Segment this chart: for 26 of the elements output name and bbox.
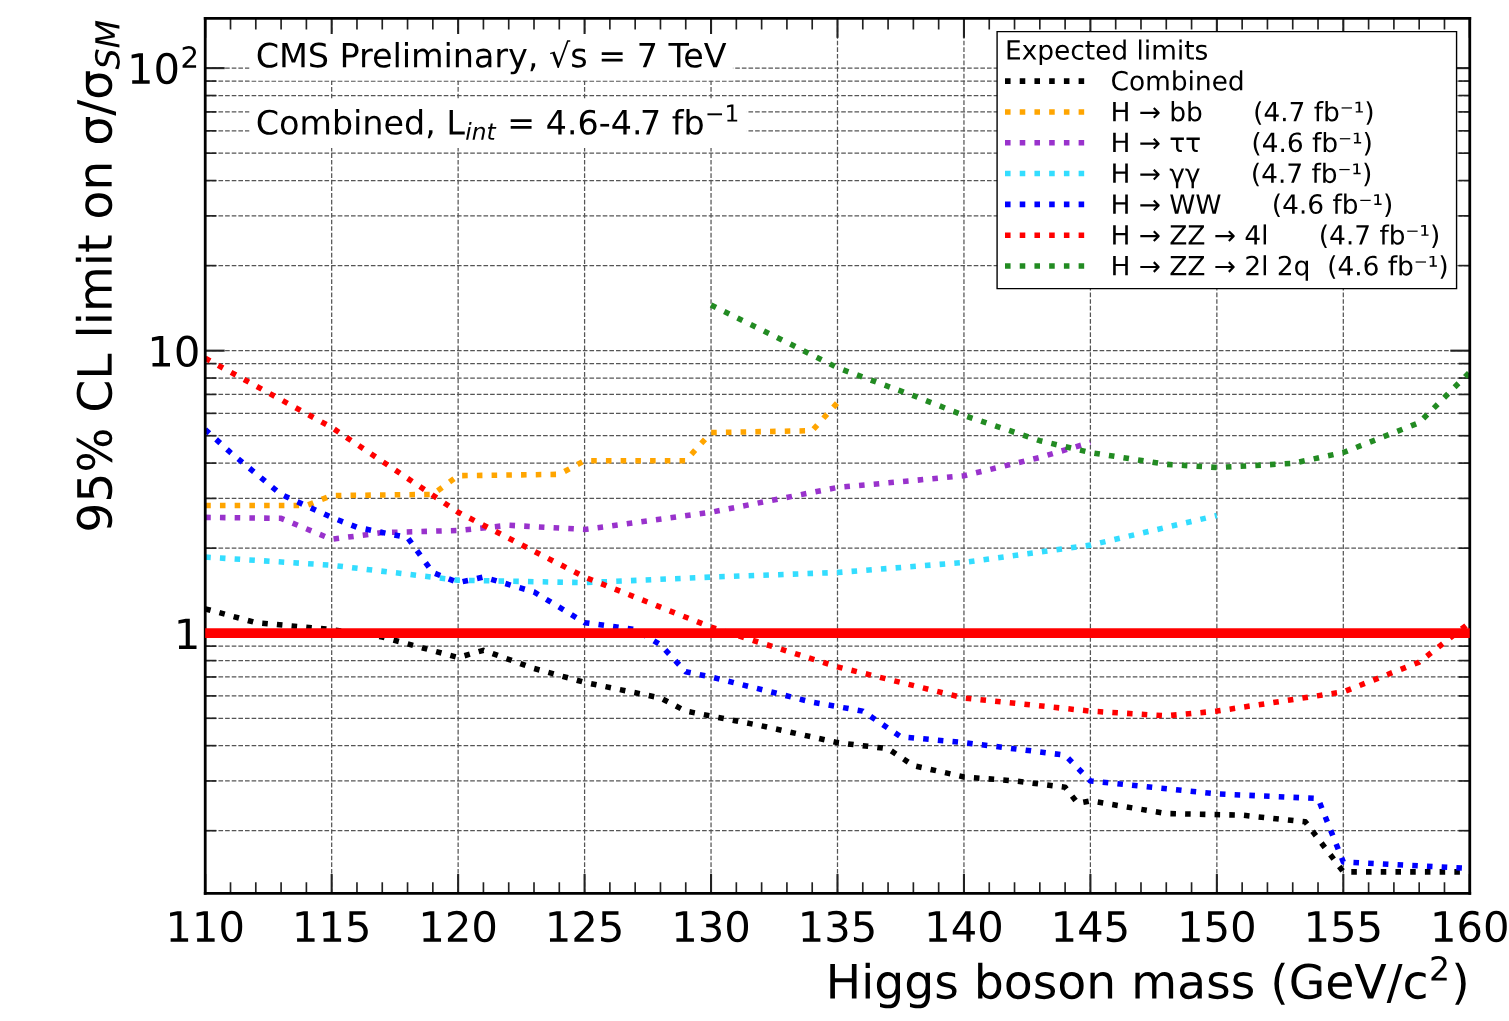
- legend-label: H → WW (4.6 fb⁻¹): [1113, 193, 1392, 218]
- y-tick-label: 10: [151, 335, 198, 368]
- x-tick-label: 145: [1055, 911, 1127, 943]
- legend-title: Expected limits: [1007, 39, 1208, 66]
- x-tick-label: 115: [296, 911, 368, 943]
- x-tick-label: 120: [422, 910, 496, 943]
- annotation: CMS Preliminary, √s = 7 TeV: [257, 40, 727, 75]
- x-tick-label: 130: [675, 910, 749, 943]
- legend-label: H → ZZ → 4l (4.7 fb⁻¹): [1113, 224, 1439, 248]
- y-tick-label: 10$^{2}$: [131, 46, 197, 85]
- y-tick-label: 1: [178, 618, 197, 650]
- y-axis-title: 95% CL limit on σ/σ$_{SM}$: [75, 20, 120, 530]
- x-tick-label: 110: [170, 910, 243, 943]
- x-tick-label: 125: [549, 910, 621, 943]
- legend-label: H → ττ (4.6 fb⁻¹): [1113, 131, 1371, 156]
- x-tick-label: 150: [1181, 910, 1254, 943]
- x-tick-label: 160: [1434, 910, 1507, 943]
- legend-label: Combined: [1112, 70, 1243, 91]
- legend-label: H → γγ (4.7 fb⁻¹): [1113, 162, 1371, 189]
- x-tick-label: 140: [928, 910, 1001, 943]
- x-tick-label: 155: [1308, 911, 1380, 943]
- x-axis-title: Higgs boson mass (GeV/c$^{2}$): [830, 955, 1466, 1009]
- legend-label: H → bb (4.7 fb⁻¹): [1113, 101, 1373, 125]
- legend-label: H → ZZ → 2l 2q (4.6 fb⁻¹): [1113, 255, 1447, 281]
- x-tick-label: 135: [802, 910, 874, 943]
- annotation: Combined, L$_{int}$ = 4.6-4.7 fb$^{−1}$: [257, 104, 738, 140]
